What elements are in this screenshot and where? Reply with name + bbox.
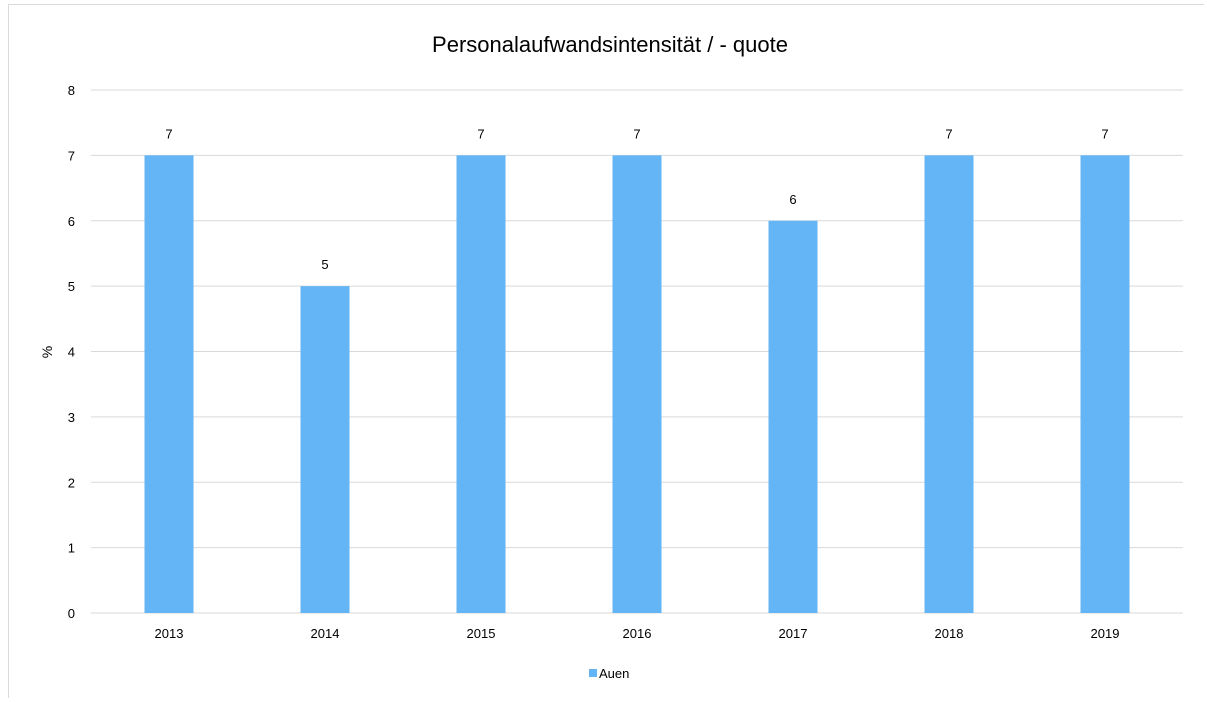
- y-tick-label: 3: [68, 410, 75, 425]
- data-label: 7: [477, 126, 484, 141]
- bar: [144, 155, 194, 613]
- data-label: 5: [321, 257, 328, 272]
- y-axis-label: %: [39, 346, 55, 358]
- legend-label-auen: Auen: [599, 666, 629, 681]
- legend: Auen: [589, 666, 629, 681]
- data-label: 6: [789, 192, 796, 207]
- y-tick-label: 0: [68, 606, 75, 621]
- x-tick-label: 2018: [935, 626, 964, 641]
- bar: [1080, 155, 1130, 613]
- data-label: 7: [633, 126, 640, 141]
- y-tick-label: 5: [68, 279, 75, 294]
- data-label: 7: [945, 126, 952, 141]
- data-labels: 7 5 7 7 6 7 7: [165, 126, 1108, 272]
- legend-swatch-auen: [589, 669, 597, 677]
- bars: [144, 155, 1130, 613]
- x-axis-ticks: 2013 2014 2015 2016 2017 2018 2019: [155, 626, 1120, 641]
- x-tick-label: 2017: [779, 626, 808, 641]
- x-tick-label: 2016: [623, 626, 652, 641]
- x-tick-label: 2013: [155, 626, 184, 641]
- y-axis-ticks: 0 1 2 3 4 5 6 7 8: [68, 83, 75, 621]
- x-tick-label: 2019: [1091, 626, 1120, 641]
- bar: [924, 155, 974, 613]
- y-tick-label: 4: [68, 345, 75, 360]
- y-tick-label: 2: [68, 475, 75, 490]
- bar: [768, 220, 818, 613]
- x-tick-label: 2014: [311, 626, 340, 641]
- data-label: 7: [165, 126, 172, 141]
- bar: [612, 155, 662, 613]
- bar: [300, 286, 350, 613]
- chart-title: Personalaufwandsintensität / - quote: [432, 32, 788, 57]
- data-label: 7: [1101, 126, 1108, 141]
- y-tick-label: 1: [68, 541, 75, 556]
- chart-frame: [8, 4, 1204, 698]
- y-tick-label: 7: [68, 148, 75, 163]
- y-tick-label: 6: [68, 214, 75, 229]
- bar: [456, 155, 506, 613]
- y-tick-label: 8: [68, 83, 75, 98]
- x-tick-label: 2015: [467, 626, 496, 641]
